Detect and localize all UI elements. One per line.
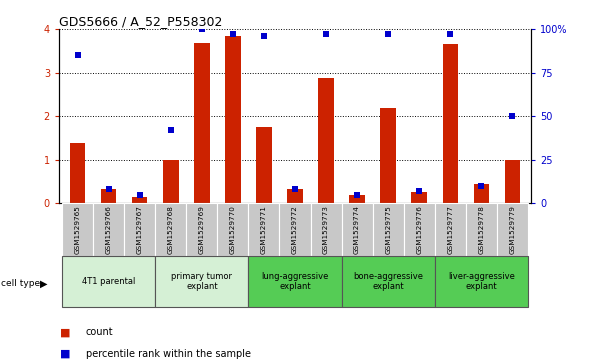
Point: [135, 192, 145, 197]
Bar: [225, 36, 241, 203]
Point: [104, 187, 113, 192]
Text: GSM1529775: GSM1529775: [385, 205, 391, 254]
Bar: [132, 197, 148, 203]
Text: GDS5666 / A_52_P558302: GDS5666 / A_52_P558302: [59, 15, 222, 28]
Text: GSM1529779: GSM1529779: [509, 205, 516, 254]
Point: [445, 31, 455, 37]
Bar: [163, 160, 179, 203]
Text: GSM1529766: GSM1529766: [106, 205, 112, 254]
Bar: [318, 78, 334, 203]
Point: [415, 188, 424, 194]
Bar: [381, 108, 396, 203]
Text: count: count: [86, 327, 113, 337]
Text: bone-aggressive
explant: bone-aggressive explant: [353, 272, 423, 291]
Point: [166, 127, 175, 133]
Text: GSM1529778: GSM1529778: [478, 205, 484, 254]
Text: GSM1529770: GSM1529770: [230, 205, 236, 254]
Bar: [62, 256, 155, 307]
Bar: [93, 203, 124, 256]
Point: [384, 31, 393, 37]
Text: 4T1 parental: 4T1 parental: [82, 277, 135, 286]
Point: [477, 183, 486, 189]
Text: ■: ■: [60, 327, 70, 337]
Bar: [256, 127, 272, 203]
Text: GSM1529773: GSM1529773: [323, 205, 329, 254]
Bar: [248, 203, 280, 256]
Bar: [373, 203, 404, 256]
Bar: [349, 195, 365, 203]
Text: GSM1529774: GSM1529774: [354, 205, 360, 254]
Bar: [310, 203, 342, 256]
Text: GSM1529767: GSM1529767: [137, 205, 143, 254]
Text: GSM1529768: GSM1529768: [168, 205, 174, 254]
Bar: [186, 203, 217, 256]
Bar: [497, 203, 528, 256]
Text: GSM1529769: GSM1529769: [199, 205, 205, 254]
Point: [197, 26, 206, 32]
Bar: [287, 189, 303, 203]
Bar: [248, 256, 342, 307]
Text: cell type: cell type: [1, 280, 40, 288]
Bar: [466, 203, 497, 256]
Point: [73, 52, 83, 58]
Bar: [124, 203, 155, 256]
Bar: [504, 160, 520, 203]
Bar: [280, 203, 310, 256]
Point: [259, 33, 268, 39]
Point: [228, 31, 238, 37]
Text: GSM1529776: GSM1529776: [416, 205, 422, 254]
Text: percentile rank within the sample: percentile rank within the sample: [86, 349, 251, 359]
Text: lung-aggressive
explant: lung-aggressive explant: [261, 272, 329, 291]
Bar: [62, 203, 93, 256]
Bar: [155, 203, 186, 256]
Text: ■: ■: [60, 349, 70, 359]
Bar: [442, 44, 458, 203]
Text: GSM1529772: GSM1529772: [292, 205, 298, 254]
Point: [352, 192, 362, 197]
Text: GSM1529765: GSM1529765: [74, 205, 81, 254]
Bar: [411, 192, 427, 203]
Bar: [194, 44, 209, 203]
Text: GSM1529777: GSM1529777: [447, 205, 453, 254]
Bar: [342, 256, 435, 307]
Point: [507, 113, 517, 119]
Point: [322, 31, 331, 37]
Text: GSM1529771: GSM1529771: [261, 205, 267, 254]
Bar: [435, 203, 466, 256]
Bar: [342, 203, 373, 256]
Bar: [435, 256, 528, 307]
Text: primary tumor
explant: primary tumor explant: [171, 272, 232, 291]
Bar: [101, 189, 116, 203]
Point: [290, 187, 300, 192]
Bar: [155, 256, 248, 307]
Bar: [474, 184, 489, 203]
Text: ▶: ▶: [40, 279, 48, 289]
Text: liver-aggressive
explant: liver-aggressive explant: [448, 272, 514, 291]
Bar: [70, 143, 86, 203]
Bar: [404, 203, 435, 256]
Bar: [217, 203, 248, 256]
